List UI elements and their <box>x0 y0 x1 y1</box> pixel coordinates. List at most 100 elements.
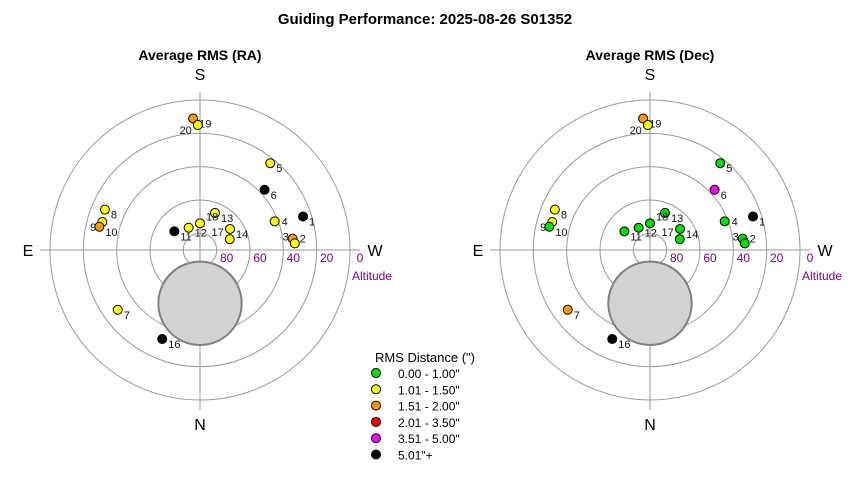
legend: RMS Distance (") 0.00 - 1.00" 1.01 - 1.50… <box>371 350 475 463</box>
data-point-label: 12 <box>195 228 207 240</box>
data-point-label: 6 <box>271 190 277 202</box>
data-point <box>225 223 236 234</box>
plots: Average RMS (RA)SNE W80 60 40 20 0Altitude123… <box>23 47 843 434</box>
legend-label: 0.00 - 1.00" <box>398 367 460 381</box>
legend-title: RMS Distance (") <box>375 350 475 365</box>
data-point-label: 13 <box>221 213 233 225</box>
altitude-tick-label: 0 <box>357 251 364 265</box>
legend-swatch <box>371 384 381 395</box>
data-point <box>549 204 560 215</box>
altitude-tick-label: 20 <box>770 251 784 265</box>
data-point-label: 20 <box>630 125 642 137</box>
altitude-axis-label: Altitude <box>352 269 392 283</box>
direction-label-south: S <box>195 67 206 84</box>
altitude-tick-label: 80 <box>220 251 234 265</box>
altitude-tick-label: 20 <box>320 251 334 265</box>
data-point <box>709 184 720 195</box>
legend-label: 1.01 - 1.50" <box>398 383 460 397</box>
data-point <box>265 158 276 169</box>
data-point-label: 16 <box>618 339 630 351</box>
polar-plot-ra: Average RMS (RA)SNE W80 60 40 20 0Altitude123… <box>23 47 393 434</box>
altitude-tick-label: 0 <box>807 251 814 265</box>
data-point <box>192 120 203 131</box>
data-point-label: 4 <box>282 216 288 228</box>
data-point-label: 8 <box>111 210 117 222</box>
altitude-axis-label: Altitude <box>802 269 842 283</box>
data-point-label: 19 <box>649 119 661 131</box>
data-point <box>259 184 270 195</box>
direction-label-north: N <box>194 417 206 434</box>
data-point-label: 19 <box>199 119 211 131</box>
data-point-label: 10 <box>105 227 117 239</box>
data-point-label: 2 <box>750 234 756 246</box>
legend-label: 3.51 - 5.00" <box>398 432 460 446</box>
data-point <box>209 207 220 218</box>
polar-plot-dec: Average RMS (Dec)SNE W80 60 40 20 0Altitude12… <box>473 47 843 434</box>
data-point-label: 7 <box>124 310 130 322</box>
data-point <box>544 221 555 232</box>
data-point-label: 8 <box>561 210 567 222</box>
data-point-label: 5 <box>276 163 282 175</box>
data-point <box>169 226 180 237</box>
data-point <box>674 234 685 245</box>
data-point-label: 17 <box>662 227 674 239</box>
data-point-label: 14 <box>236 229 248 241</box>
moon-disc <box>607 260 693 347</box>
data-point-label: 3 <box>283 231 289 243</box>
altitude-tick-label: 40 <box>287 251 301 265</box>
data-point-label: 7 <box>574 310 580 322</box>
data-point <box>619 226 630 237</box>
data-point-label: 9 <box>540 222 546 234</box>
data-point-label: 12 <box>645 228 657 240</box>
altitude-tick-label: 60 <box>703 251 717 265</box>
data-point <box>94 221 105 232</box>
direction-label-east: E <box>23 243 34 260</box>
plot-title: Average RMS (Dec) <box>586 47 715 63</box>
data-point <box>642 120 653 131</box>
data-point <box>748 211 759 222</box>
data-point <box>562 304 573 315</box>
data-point-label: 14 <box>686 229 698 241</box>
data-point <box>659 207 670 218</box>
data-point-label: 17 <box>212 227 224 239</box>
data-point-label: 11 <box>630 231 641 243</box>
data-point-label: 13 <box>671 213 683 225</box>
data-point <box>224 234 235 245</box>
legend-label: 5.01"+ <box>398 449 433 463</box>
legend-label: 2.01 - 3.50" <box>398 416 460 430</box>
direction-label-north: N <box>644 417 656 434</box>
data-point <box>633 222 644 233</box>
direction-label-east: E <box>473 243 484 260</box>
legend-swatch <box>371 433 381 444</box>
altitude-tick-label: 60 <box>253 251 267 265</box>
data-point-label: 1 <box>309 217 315 229</box>
data-point <box>157 333 168 344</box>
data-point <box>269 216 280 227</box>
legend-swatch <box>371 449 381 460</box>
altitude-tick-label: 80 <box>670 251 684 265</box>
data-point-label: 10 <box>555 227 567 239</box>
plot-title: Average RMS (RA) <box>138 47 261 63</box>
data-point-label: 18 <box>206 211 218 223</box>
chart-title: Guiding Performance: 2025-08-26 S01352 <box>278 11 572 28</box>
direction-label-west: W <box>817 243 833 260</box>
moon-disc <box>157 260 243 347</box>
data-point <box>719 216 730 227</box>
legend-label: 1.51 - 2.00" <box>398 400 460 414</box>
legend-swatch <box>371 416 381 427</box>
data-point-label: 2 <box>300 234 306 246</box>
data-point-label: 11 <box>180 231 191 243</box>
data-point-label: 20 <box>180 125 192 137</box>
data-point <box>289 238 300 249</box>
data-point <box>675 223 686 234</box>
data-point <box>607 333 618 344</box>
data-point-label: 18 <box>656 211 668 223</box>
data-point-label: 1 <box>759 217 765 229</box>
legend-swatch <box>371 400 381 411</box>
data-point <box>645 218 655 229</box>
data-point-label: 3 <box>733 231 739 243</box>
direction-label-south: S <box>645 67 656 84</box>
data-point <box>99 204 110 215</box>
data-point-label: 9 <box>90 222 96 234</box>
